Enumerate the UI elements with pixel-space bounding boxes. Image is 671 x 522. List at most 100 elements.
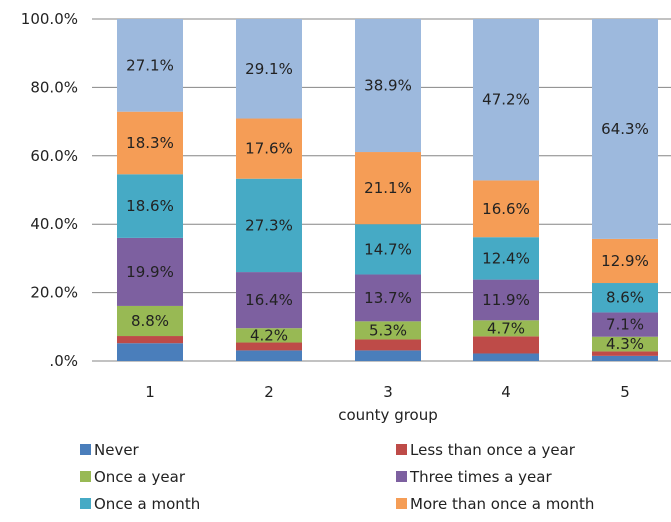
x-tick-label: 3 [383,383,393,401]
y-tick-label: 100.0% [21,10,78,28]
bar-stack-2: 4.2% 16.4% 27.3% 17.6% 29.1% [236,19,302,361]
legend-swatch [396,498,407,509]
bar-segment-always [473,19,539,181]
bar-segment-less-than-once-a-year [355,339,421,351]
legend-label: More than once a month [410,495,594,513]
data-label: 5.3% [369,321,407,339]
bar-segment-more-than-once-a-month [355,152,421,225]
bar-segment-never [473,353,539,361]
y-tick-label: .0% [49,352,78,370]
data-label: 7.1% [606,316,644,334]
data-label: 47.2% [482,91,530,109]
bar-segment-three-times-a-year [117,237,183,306]
bar-segment-once-a-year [236,328,302,343]
legend-item: Never [80,441,140,459]
bar-segment-once-a-month [473,237,539,280]
bar-segment-always [355,19,421,153]
x-tick-label: 5 [620,383,630,401]
bar-segment-always [117,19,183,112]
legend-item: Once a year [80,468,186,486]
bar-segment-more-than-once-a-month [473,180,539,238]
y-axis-ticks: .0% 20.0% 40.0% 60.0% 80.0% 100.0% [21,10,78,370]
bar-segment-always [236,19,302,119]
legend-swatch [80,471,91,482]
legend: Never Less than once a year Once a year Thr… [80,441,594,513]
legend-swatch [396,444,407,455]
bar-segment-always [592,19,658,239]
data-label: 16.6% [482,200,530,218]
data-label: 4.2% [250,326,288,344]
bar-segment-once-a-month [117,174,183,238]
data-label: 27.1% [126,56,174,74]
data-label: 14.7% [364,240,412,258]
legend-swatch [80,444,91,455]
bar-segment-less-than-once-a-year [592,351,658,356]
bar-stack-5: 4.3%7.1% 8.6% 12.9% 64.3% [592,19,658,361]
legend-item: Once a month [80,495,200,513]
legend-item: Less than once a year [396,441,576,459]
data-label: 4.7% [487,319,525,337]
bar-segment-three-times-a-year [236,272,302,329]
data-label: 18.6% [126,197,174,215]
y-tick-label: 40.0% [30,215,78,233]
bar-segment-less-than-once-a-year [117,336,183,344]
bar-stack-4: 4.7% 11.9% 12.4% 16.6% 47.2% [473,19,539,361]
data-label: 12.9% [601,252,649,270]
bars: 8.8% 19.9% 18.6% 18.3% 27.1% 4.2% 16.4% 27.3% 17… [117,19,658,361]
x-tick-label: 4 [501,383,511,401]
data-label: 27.3% [245,216,293,234]
data-label: 18.3% [126,134,174,152]
legend-item: Three times a year [396,468,552,486]
data-label: 16.4% [245,291,293,309]
bar-segment-never [592,355,658,361]
legend-item: More than once a month [396,495,594,513]
y-tick-label: 80.0% [30,78,78,96]
bar-segment-less-than-once-a-year [473,336,539,354]
legend-swatch [80,498,91,509]
legend-label: Once a month [94,495,200,513]
data-label: 19.9% [126,263,174,281]
y-tick-label: 60.0% [30,147,78,165]
bar-segment-three-times-a-year [355,274,421,322]
bar-segment-once-a-month [236,178,302,273]
bar-segment-three-times-a-year [473,279,539,321]
legend-label: Never [94,441,140,459]
bar-segment-never [117,343,183,361]
data-label: 13.7% [364,289,412,307]
legend-label: Less than once a year [410,441,576,459]
bar-segment-once-a-year [592,336,658,352]
data-label: 11.9% [482,291,530,309]
bar-stack-1: 8.8% 19.9% 18.6% 18.3% 27.1% [117,19,183,361]
bar-segment-never [355,350,421,361]
data-label: 8.8% [131,312,169,330]
legend-label: Once a year [94,468,186,486]
legend-label: Three times a year [409,468,552,486]
bar-segment-more-than-once-a-month [592,238,658,284]
x-tick-label: 1 [145,383,155,401]
bar-segment-less-than-once-a-year [236,342,302,351]
legend-swatch [396,471,407,482]
bar-segment-once-a-year [355,321,421,340]
data-label: 38.9% [364,77,412,95]
x-axis-title: county group [338,406,438,424]
bar-segment-once-a-year [117,305,183,337]
data-label: 4.3% [606,335,644,353]
data-label: 21.1% [364,179,412,197]
data-label: 12.4% [482,249,530,267]
bar-segment-more-than-once-a-month [236,118,302,179]
bar-segment-more-than-once-a-month [117,111,183,175]
bar-segment-never [236,350,302,361]
bar-segment-once-a-month [355,224,421,275]
x-axis-ticks: 1 2 3 4 5 [145,383,630,401]
data-label: 17.6% [245,140,293,158]
bar-segment-three-times-a-year [592,312,658,337]
bar-segment-once-a-month [592,283,658,313]
data-label: 8.6% [606,289,644,307]
x-tick-label: 2 [264,383,274,401]
bar-segment-once-a-year [473,320,539,337]
data-label: 64.3% [601,120,649,138]
y-tick-label: 20.0% [30,284,78,302]
data-label: 29.1% [245,60,293,78]
bar-stack-3: 5.3% 13.7% 14.7% 21.1% 38.9% [355,19,421,361]
